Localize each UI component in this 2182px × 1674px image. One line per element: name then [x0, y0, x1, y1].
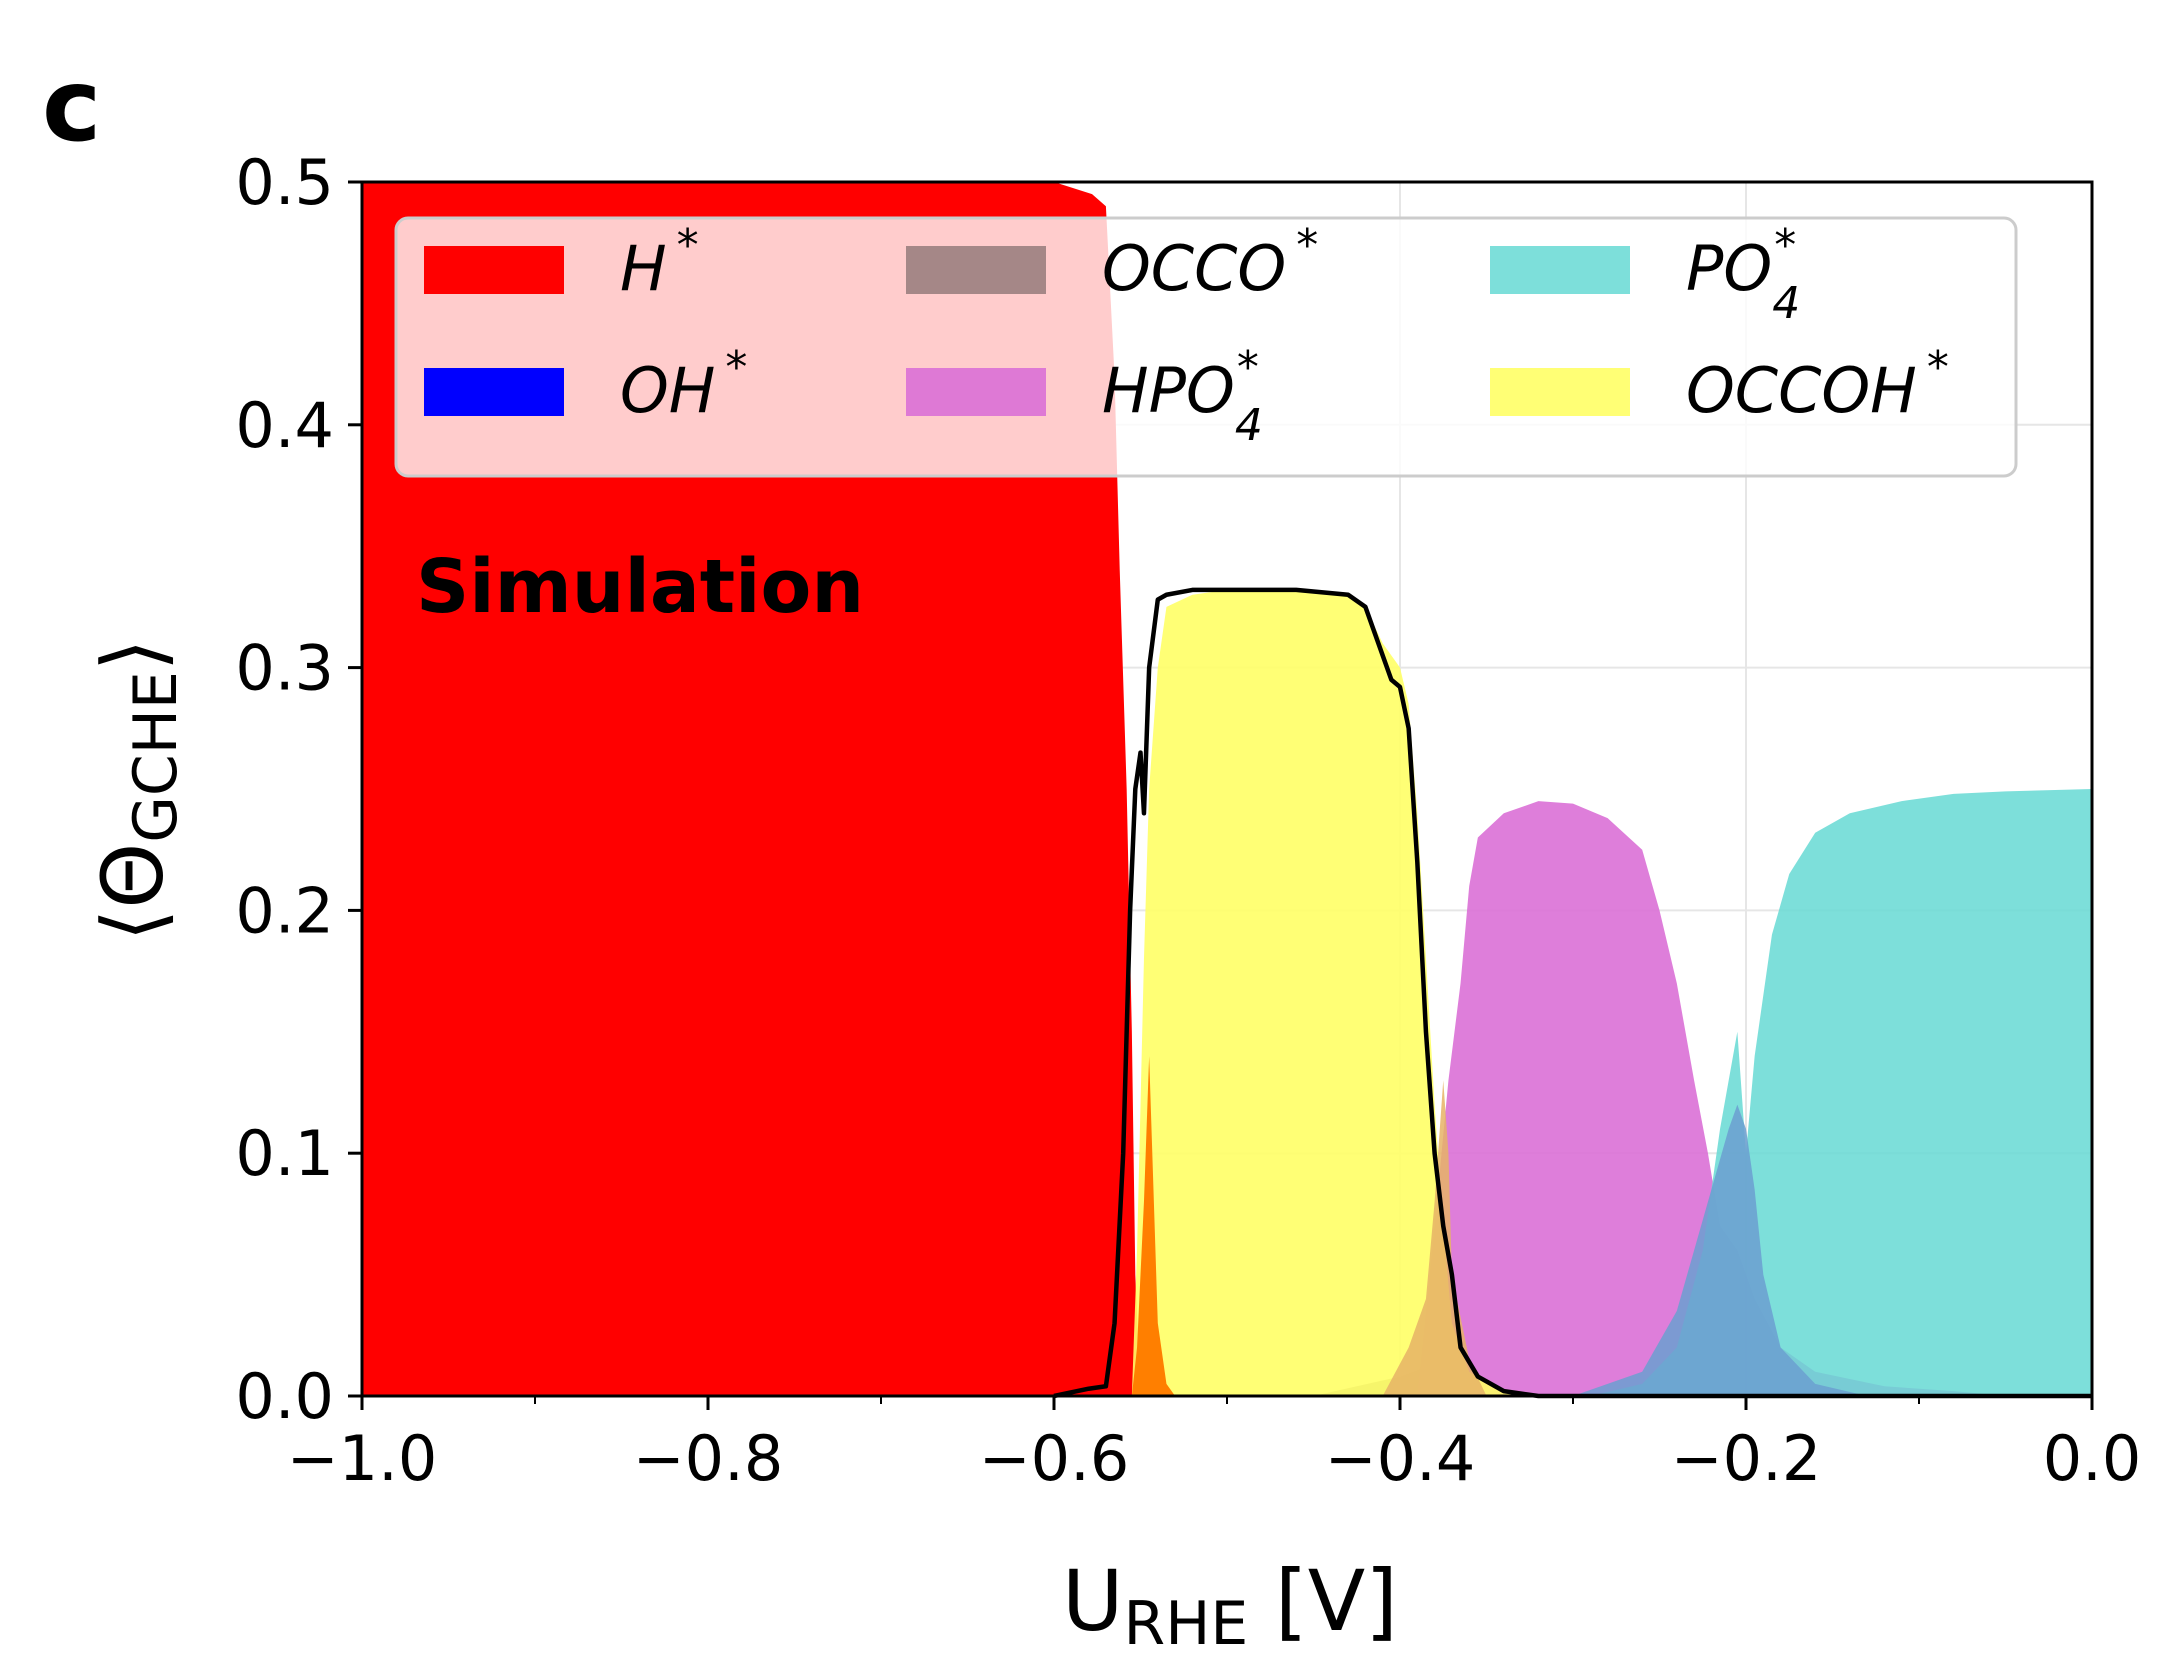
legend-label: PO* 4 — [1686, 220, 1800, 329]
y-tick-label: 0.2 — [235, 874, 334, 947]
overlap-peak — [1131, 1056, 1176, 1396]
overlap-peak — [1382, 1080, 1487, 1396]
legend-swatch — [1490, 246, 1630, 294]
x-tick-label: −0.6 — [979, 1422, 1130, 1495]
x-tick-label: −0.2 — [1671, 1422, 1822, 1495]
area-hpo4 — [1417, 801, 2006, 1396]
legend-label: OCCOH * — [1686, 342, 1949, 427]
legend-swatch — [906, 246, 1046, 294]
legend-label: HPO* 4 — [1102, 342, 1263, 451]
legend-label: H * — [620, 220, 699, 305]
y-tick-label: 0.0 — [235, 1360, 334, 1433]
y-tick-label: 0.5 — [235, 146, 334, 219]
y-ticks: 0.0 0.1 0.2 0.3 0.4 0.5 — [235, 146, 362, 1433]
legend-swatch — [424, 246, 564, 294]
simulation-annotation: Simulation — [416, 544, 864, 630]
x-tick-label: −1.0 — [287, 1422, 438, 1495]
x-tick-label: 0.0 — [2043, 1422, 2142, 1495]
x-tick-label: −0.8 — [633, 1422, 784, 1495]
area-occoh — [1131, 589, 1522, 1396]
total-coverage-line — [1053, 587, 2092, 1399]
legend-label: OH * — [620, 342, 747, 427]
legend-label: OCCO * — [1102, 220, 1318, 305]
y-tick-label: 0.4 — [235, 389, 334, 462]
y-axis-label: ⟨ΘGCHE⟩ — [84, 638, 191, 941]
legend-swatch — [1490, 368, 1630, 416]
series-areas — [362, 182, 2092, 1396]
panel-label: c — [42, 47, 101, 164]
x-tick-label: −0.4 — [1325, 1422, 1476, 1495]
legend: H * OH * OCCO * HPO* 4 PO* 4 OCCOH * — [394, 216, 2018, 478]
area-h — [362, 182, 1141, 1396]
legend-swatch — [906, 368, 1046, 416]
legend-swatch — [424, 368, 564, 416]
y-tick-label: 0.3 — [235, 632, 334, 705]
y-tick-label: 0.1 — [235, 1117, 334, 1190]
overlap-peak — [1573, 1104, 1868, 1396]
x-axis-label: URHE [V] — [1062, 1552, 1398, 1659]
x-ticks: −1.0 −0.8 −0.6 −0.4 −0.2 0.0 — [287, 1396, 2142, 1495]
